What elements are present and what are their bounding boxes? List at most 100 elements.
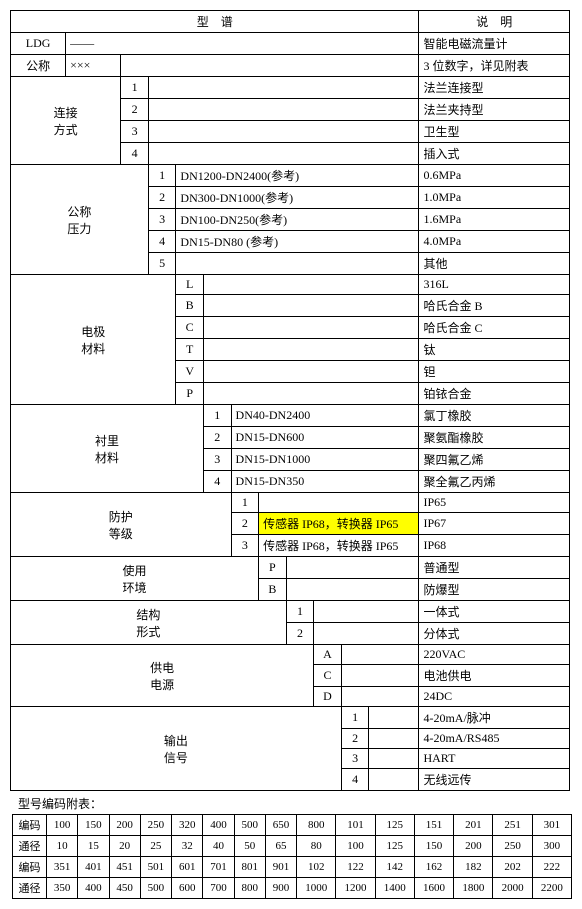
- shuchu-code-1: 1: [341, 707, 369, 729]
- chenli-mid-4: DN15-DN350: [231, 471, 419, 493]
- shuchu-desc-2: 4-20mA/RS485: [419, 729, 570, 749]
- appendix-cell: 101: [336, 815, 375, 836]
- shiyong-desc-1: 普通型: [419, 557, 570, 579]
- appendix-cell: 500: [140, 878, 171, 899]
- shiyong-code-1: P: [259, 557, 287, 579]
- shiyong-code-2: B: [259, 579, 287, 601]
- appendix-cell: 900: [265, 878, 296, 899]
- appendix-cell: 800: [234, 878, 265, 899]
- shuchu-code-2: 2: [341, 729, 369, 749]
- appendix-cell: 102: [297, 857, 336, 878]
- gongdian-code-2: C: [314, 665, 342, 687]
- chenli-label: 衬里 材料: [11, 405, 204, 493]
- shuchu-code-3: 3: [341, 749, 369, 769]
- fanghu-desc-2: IP67: [419, 513, 570, 535]
- yali-code-5: 5: [148, 253, 176, 275]
- jiegou-desc-2: 分体式: [419, 623, 570, 645]
- shuchu-code-4: 4: [341, 769, 369, 791]
- dianji-code-2: B: [176, 295, 204, 317]
- appendix-cell: 10: [47, 836, 78, 857]
- appendix-cell: 20: [109, 836, 140, 857]
- appendix-cell: 2000: [493, 878, 532, 899]
- shiyong-desc-2: 防爆型: [419, 579, 570, 601]
- shuchu-label: 输出 信号: [11, 707, 342, 791]
- dianji-label: 电极 材料: [11, 275, 176, 405]
- appendix-cell: 通径: [13, 836, 47, 857]
- fanghu-mid-3: 传感器 IP68，转换器 IP65: [259, 535, 419, 557]
- yali-desc-1: 0.6MPa: [419, 165, 570, 187]
- lianjie-code-1: 1: [121, 77, 149, 99]
- dianji-desc-6: 铂铱合金: [419, 383, 570, 405]
- appendix-cell: 251: [493, 815, 532, 836]
- appendix-cell: 250: [493, 836, 532, 857]
- appendix-cell: 150: [78, 815, 109, 836]
- fanghu-mid-1: [259, 493, 419, 513]
- dianji-code-1: L: [176, 275, 204, 295]
- appendix-cell: 901: [265, 857, 296, 878]
- dianji-code-3: C: [176, 317, 204, 339]
- gongdian-label: 供电 电源: [11, 645, 314, 707]
- shuchu-desc-1: 4-20mA/脉冲: [419, 707, 570, 729]
- appendix-cell: 501: [140, 857, 171, 878]
- appendix-cell: 65: [265, 836, 296, 857]
- appendix-cell: 450: [109, 878, 140, 899]
- appendix-cell: 25: [140, 836, 171, 857]
- lianjie-desc-2: 法兰夹持型: [419, 99, 570, 121]
- appendix-cell: 122: [336, 857, 375, 878]
- appendix-cell: 1800: [454, 878, 493, 899]
- gongcheng-desc: 3 位数字，详见附表: [419, 55, 570, 77]
- chenli-code-3: 3: [203, 449, 231, 471]
- gongcheng-label: 公称: [11, 55, 66, 77]
- lianjie-label: 连接 方式: [11, 77, 121, 165]
- appendix-cell: 202: [493, 857, 532, 878]
- appendix-cell: 201: [454, 815, 493, 836]
- yali-mid-1: DN1200-DN2400(参考): [176, 165, 419, 187]
- appendix-cell: 320: [172, 815, 203, 836]
- lianjie-code-2: 2: [121, 99, 149, 121]
- appendix-cell: 351: [47, 857, 78, 878]
- appendix-cell: 100: [47, 815, 78, 836]
- fanghu-code-2: 2: [231, 513, 259, 535]
- appendix-cell: 301: [532, 815, 571, 836]
- appendix-cell: 500: [234, 815, 265, 836]
- lianjie-code-3: 3: [121, 121, 149, 143]
- appendix-cell: 700: [203, 878, 234, 899]
- dianji-desc-4: 钛: [419, 339, 570, 361]
- appendix-cell: 701: [203, 857, 234, 878]
- chenli-desc-1: 氯丁橡胶: [419, 405, 570, 427]
- lianjie-desc-3: 卫生型: [419, 121, 570, 143]
- ldg-dash: ——: [66, 33, 419, 55]
- yali-code-1: 1: [148, 165, 176, 187]
- appendix-cell: 182: [454, 857, 493, 878]
- yali-desc-3: 1.6MPa: [419, 209, 570, 231]
- appendix-cell: 600: [172, 878, 203, 899]
- appendix-cell: 200: [454, 836, 493, 857]
- yali-mid-2: DN300-DN1000(参考): [176, 187, 419, 209]
- appendix-cell: 800: [297, 815, 336, 836]
- fanghu-code-3: 3: [231, 535, 259, 557]
- yali-code-2: 2: [148, 187, 176, 209]
- gongcheng-marks: ×××: [66, 55, 121, 77]
- appendix-cell: 40: [203, 836, 234, 857]
- jiegou-code-2: 2: [286, 623, 314, 645]
- appendix-cell: 125: [375, 815, 414, 836]
- dianji-desc-1: 316L: [419, 275, 570, 295]
- appendix-cell: 32: [172, 836, 203, 857]
- chenli-desc-2: 聚氨酯橡胶: [419, 427, 570, 449]
- model-spectrum-table: 型 谱 说 明 LDG —— 智能电磁流量计 公称 ××× 3 位数字，详见附表…: [10, 10, 570, 791]
- ldg-label: LDG: [11, 33, 66, 55]
- appendix-cell: 2200: [532, 878, 571, 899]
- header-xingpu: 型 谱: [11, 11, 419, 33]
- appendix-cell: 150: [414, 836, 453, 857]
- appendix-title: 型号编码附表：: [18, 795, 572, 812]
- yali-code-4: 4: [148, 231, 176, 253]
- appendix-cell: 801: [234, 857, 265, 878]
- yali-desc-2: 1.0MPa: [419, 187, 570, 209]
- appendix-table: 编码10015020025032040050065080010112515120…: [12, 814, 572, 899]
- jiegou-code-1: 1: [286, 601, 314, 623]
- chenli-mid-3: DN15-DN1000: [231, 449, 419, 471]
- appendix-cell: 151: [414, 815, 453, 836]
- dianji-desc-5: 钽: [419, 361, 570, 383]
- appendix-cell: 1000: [297, 878, 336, 899]
- appendix-cell: 200: [109, 815, 140, 836]
